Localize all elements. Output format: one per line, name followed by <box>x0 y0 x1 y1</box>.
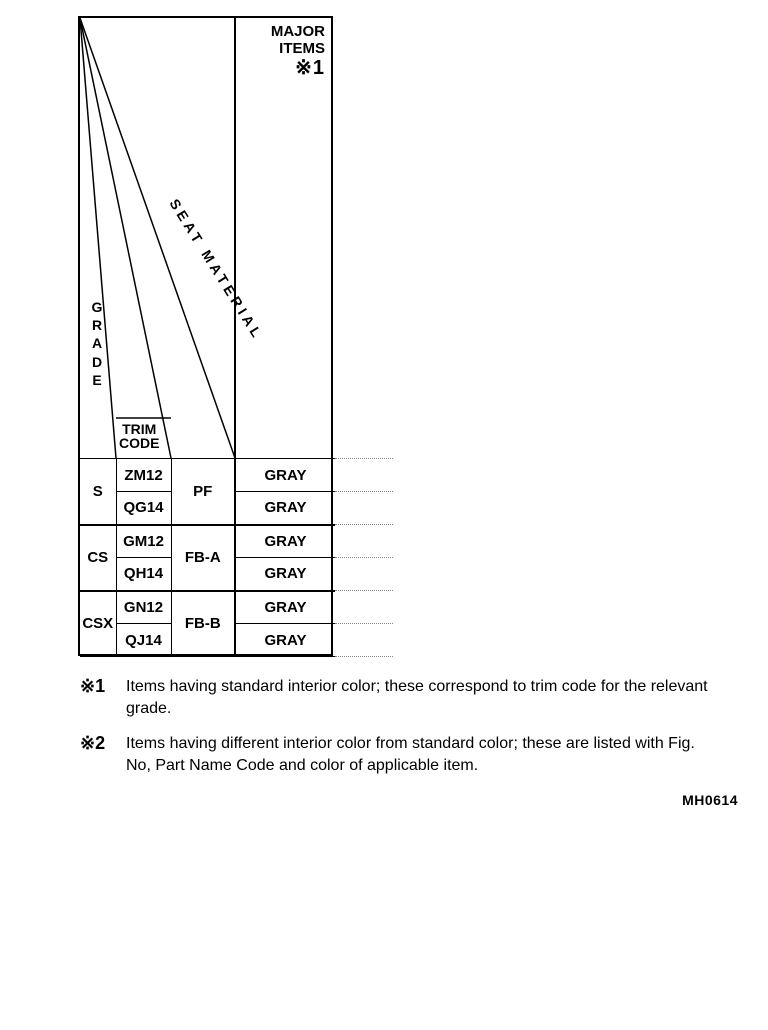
trim-cell: GN12 <box>116 591 171 624</box>
trim-cell: QJ14 <box>116 624 171 657</box>
color-cell: GRAY <box>235 558 335 591</box>
trim-cell: QG14 <box>116 492 171 525</box>
trim-code-diagram: MAJOR ITEMS ※1 GRADE SEAT MATERIAL TRIM … <box>78 16 333 656</box>
trim-table: S ZM12 PF GRAY QG14 GRAY CS GM12 FB-A GR… <box>80 458 335 657</box>
dotted-extension <box>335 623 393 624</box>
color-cell: GRAY <box>235 624 335 657</box>
diagonal-lines <box>80 18 335 458</box>
note-1: ※1 Items having standard interior color;… <box>80 676 720 719</box>
dotted-extension <box>335 590 393 591</box>
dotted-extension <box>335 656 393 657</box>
grade-cell: CSX <box>80 591 116 657</box>
dotted-extension <box>335 557 393 558</box>
note-text: Items having different interior color fr… <box>126 733 720 776</box>
color-cell: GRAY <box>235 591 335 624</box>
major-line2: ITEMS <box>271 41 325 58</box>
grade-cell: CS <box>80 525 116 591</box>
note-mark: ※2 <box>80 733 126 776</box>
color-cell: GRAY <box>235 459 335 492</box>
major-line1: MAJOR <box>271 24 325 41</box>
grade-cell: S <box>80 459 116 525</box>
major-items-header: MAJOR ITEMS ※1 <box>271 24 325 79</box>
figure-code: MH0614 <box>682 792 738 808</box>
notes-section: ※1 Items having standard interior color;… <box>80 676 720 790</box>
note-2: ※2 Items having different interior color… <box>80 733 720 776</box>
note-mark: ※1 <box>80 676 126 719</box>
trim-cell: GM12 <box>116 525 171 558</box>
color-cell: GRAY <box>235 525 335 558</box>
note-text: Items having standard interior color; th… <box>126 676 720 719</box>
dotted-extension <box>335 458 393 459</box>
color-cell: GRAY <box>235 492 335 525</box>
grade-label: GRADE <box>90 298 104 389</box>
material-cell: FB-A <box>171 525 235 591</box>
dotted-extension <box>335 524 393 525</box>
material-cell: PF <box>171 459 235 525</box>
trim-cell: ZM12 <box>116 459 171 492</box>
material-cell: FB-B <box>171 591 235 657</box>
major-mark: ※1 <box>271 57 325 79</box>
seat-material-label: SEAT MATERIAL <box>166 196 266 343</box>
trim-code-label: TRIM CODE <box>119 422 159 450</box>
trim-cell: QH14 <box>116 558 171 591</box>
dotted-extension <box>335 491 393 492</box>
